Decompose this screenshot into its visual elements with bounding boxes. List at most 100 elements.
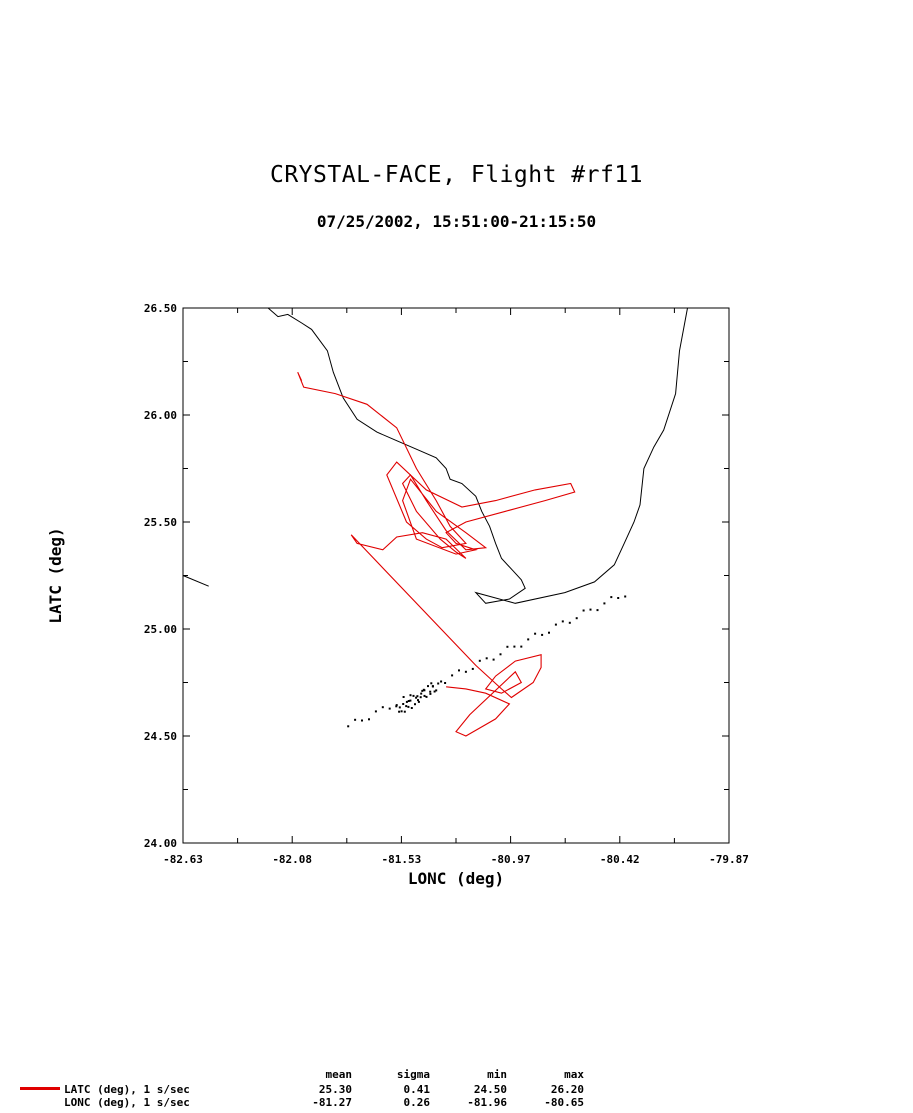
y-tick-label: 25.00	[144, 623, 177, 636]
y-tick-label: 24.00	[144, 837, 177, 850]
key-island	[624, 595, 627, 598]
key-island	[417, 700, 420, 703]
x-tick-label: -79.87	[709, 853, 749, 866]
key-island	[403, 710, 406, 713]
stats-latc-sigma: 0.41	[403, 1083, 431, 1096]
key-island	[582, 609, 585, 612]
key-island	[520, 645, 523, 648]
key-island	[361, 719, 363, 722]
key-island	[554, 623, 557, 626]
key-island	[421, 689, 424, 692]
key-island	[431, 685, 434, 688]
key-island	[420, 692, 423, 695]
key-island	[395, 704, 398, 707]
key-island	[596, 609, 599, 612]
key-island	[354, 718, 357, 721]
key-island	[429, 690, 432, 693]
key-island	[435, 689, 438, 692]
key-island	[440, 680, 443, 683]
key-island	[478, 659, 481, 662]
key-island	[561, 620, 564, 623]
key-island	[589, 608, 592, 611]
key-island	[433, 690, 436, 693]
key-island	[568, 621, 571, 624]
key-island	[429, 692, 432, 695]
key-island	[407, 700, 410, 702]
x-tick-label: -82.63	[163, 853, 203, 866]
stats-row-label: LONC (deg), 1 s/sec	[64, 1096, 190, 1109]
key-island	[409, 699, 412, 702]
key-island	[617, 597, 620, 599]
stats-lonc-mean: -81.27	[312, 1096, 352, 1109]
key-island	[506, 645, 509, 648]
x-tick-label: -81.53	[382, 853, 422, 866]
key-island	[451, 674, 454, 677]
coastline-segment	[267, 307, 688, 604]
stats-lonc-max: -80.65	[544, 1096, 584, 1109]
y-tick-label: 26.50	[144, 302, 177, 315]
key-island	[388, 707, 391, 710]
key-island	[374, 710, 377, 713]
key-island	[458, 669, 460, 672]
key-island	[423, 694, 426, 697]
key-island	[492, 658, 495, 661]
key-island	[409, 694, 412, 697]
florida-coastline	[182, 307, 688, 728]
key-island	[347, 725, 350, 728]
key-island	[414, 703, 416, 706]
key-island	[427, 685, 429, 688]
y-axis-label: LATC (deg)	[46, 527, 65, 623]
coastline-segment	[182, 575, 209, 587]
key-island	[398, 706, 401, 709]
key-island	[513, 645, 516, 648]
flight-track-line	[297, 371, 576, 737]
key-island	[541, 633, 544, 636]
x-tick-label: -80.42	[600, 853, 640, 866]
stats-row-label: LATC (deg), 1 s/sec	[64, 1083, 190, 1096]
tick-labels: -82.63 -82.08 -81.53 -80.97 -80.42 -79.87 24.0…	[144, 302, 749, 866]
y-tick-label: 25.50	[144, 516, 177, 529]
key-island	[381, 706, 384, 709]
key-island	[402, 703, 405, 705]
key-island	[405, 705, 408, 708]
key-island	[368, 718, 370, 721]
stats-lonc-min: -81.96	[467, 1096, 507, 1109]
key-island	[548, 631, 550, 634]
legend-line-latc	[20, 1087, 60, 1090]
x-tick-label: -82.08	[272, 853, 312, 866]
stats-header-mean: mean	[325, 1068, 353, 1081]
key-island	[416, 695, 419, 698]
key-island	[444, 682, 447, 684]
stats-latc-max: 26.20	[550, 1083, 584, 1096]
statistics-table: mean sigma min max LATC (deg), 1 s/sec 2…	[0, 1068, 913, 1113]
plot-frame	[182, 307, 730, 844]
key-island	[417, 699, 419, 702]
key-island	[527, 638, 530, 641]
stats-header-sigma: sigma	[396, 1068, 430, 1081]
y-tick-label: 26.00	[144, 409, 177, 422]
x-axis-label: LONC (deg)	[408, 869, 504, 888]
key-island	[485, 657, 488, 660]
key-island	[430, 682, 433, 685]
key-island	[402, 696, 405, 698]
key-island	[422, 688, 425, 691]
key-island	[415, 696, 418, 699]
stats-latc-min: 24.50	[473, 1083, 507, 1096]
key-island	[410, 707, 413, 709]
key-island	[407, 705, 410, 708]
y-tick-label: 24.50	[144, 730, 177, 743]
key-island	[425, 695, 428, 698]
key-island	[610, 596, 613, 599]
key-island	[395, 705, 398, 708]
x-tick-label: -80.97	[491, 853, 531, 866]
key-island	[437, 682, 440, 685]
chart-subtitle: 07/25/2002, 15:51:00-21:15:50	[316, 212, 597, 231]
key-island	[405, 700, 408, 703]
stats-lonc-sigma: 0.26	[403, 1096, 431, 1109]
stats-header-max: max	[564, 1068, 584, 1081]
key-island	[471, 667, 474, 670]
key-island	[412, 694, 415, 697]
axis-ticks	[182, 307, 730, 844]
chart-title: CRYSTAL-FACE, Flight #rf11	[269, 162, 644, 188]
